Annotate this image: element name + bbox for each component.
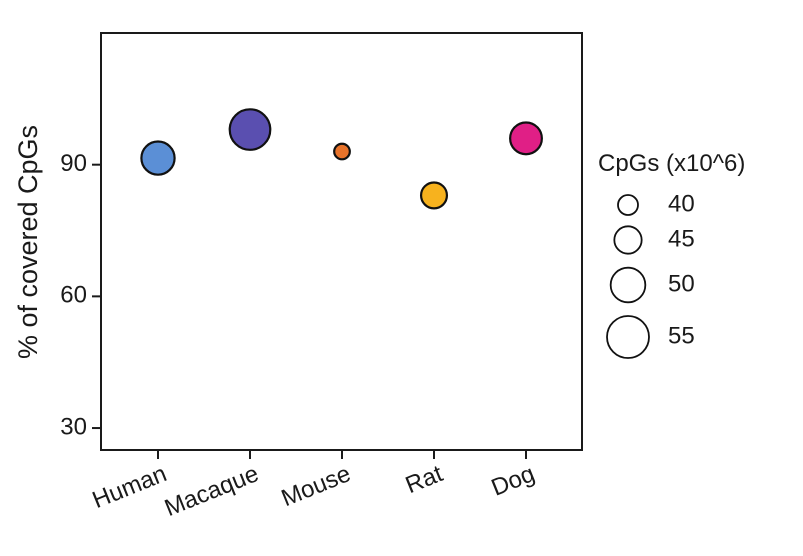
size-legend-label: 55 (668, 322, 695, 349)
point-dog (509, 121, 543, 156)
size-legend-marker (606, 315, 650, 359)
size-legend-marker (613, 225, 643, 255)
y-tick-label: 60 (60, 282, 87, 309)
size-legend-label: 40 (668, 190, 695, 217)
y-tick-label: 90 (60, 150, 87, 177)
x-tick-label: Rat (402, 460, 447, 499)
x-tick-label: Macaque (161, 460, 263, 522)
size-legend-label: 45 (668, 225, 695, 252)
point-mouse (333, 142, 351, 161)
size-legend: CpGs (x10^6) 40 45 50 55 (598, 150, 745, 359)
size-legend-marker (609, 266, 647, 304)
point-macaque (228, 108, 272, 151)
data-points (140, 108, 543, 210)
size-legend-label: 50 (668, 270, 695, 297)
size-legend-title: CpGs (x10^6) (598, 150, 745, 177)
x-tick-label: Human (89, 460, 171, 514)
plot-frame (100, 32, 583, 451)
x-tick-label: Mouse (278, 460, 355, 512)
y-axis: 30 60 90 (60, 150, 101, 440)
point-rat (419, 181, 449, 210)
y-tick-label: 30 (60, 413, 87, 440)
x-tick-label: Dog (488, 460, 539, 502)
point-human (140, 140, 176, 176)
y-axis-label: % of covered CpGs (13, 125, 43, 359)
size-legend-marker (617, 194, 639, 216)
